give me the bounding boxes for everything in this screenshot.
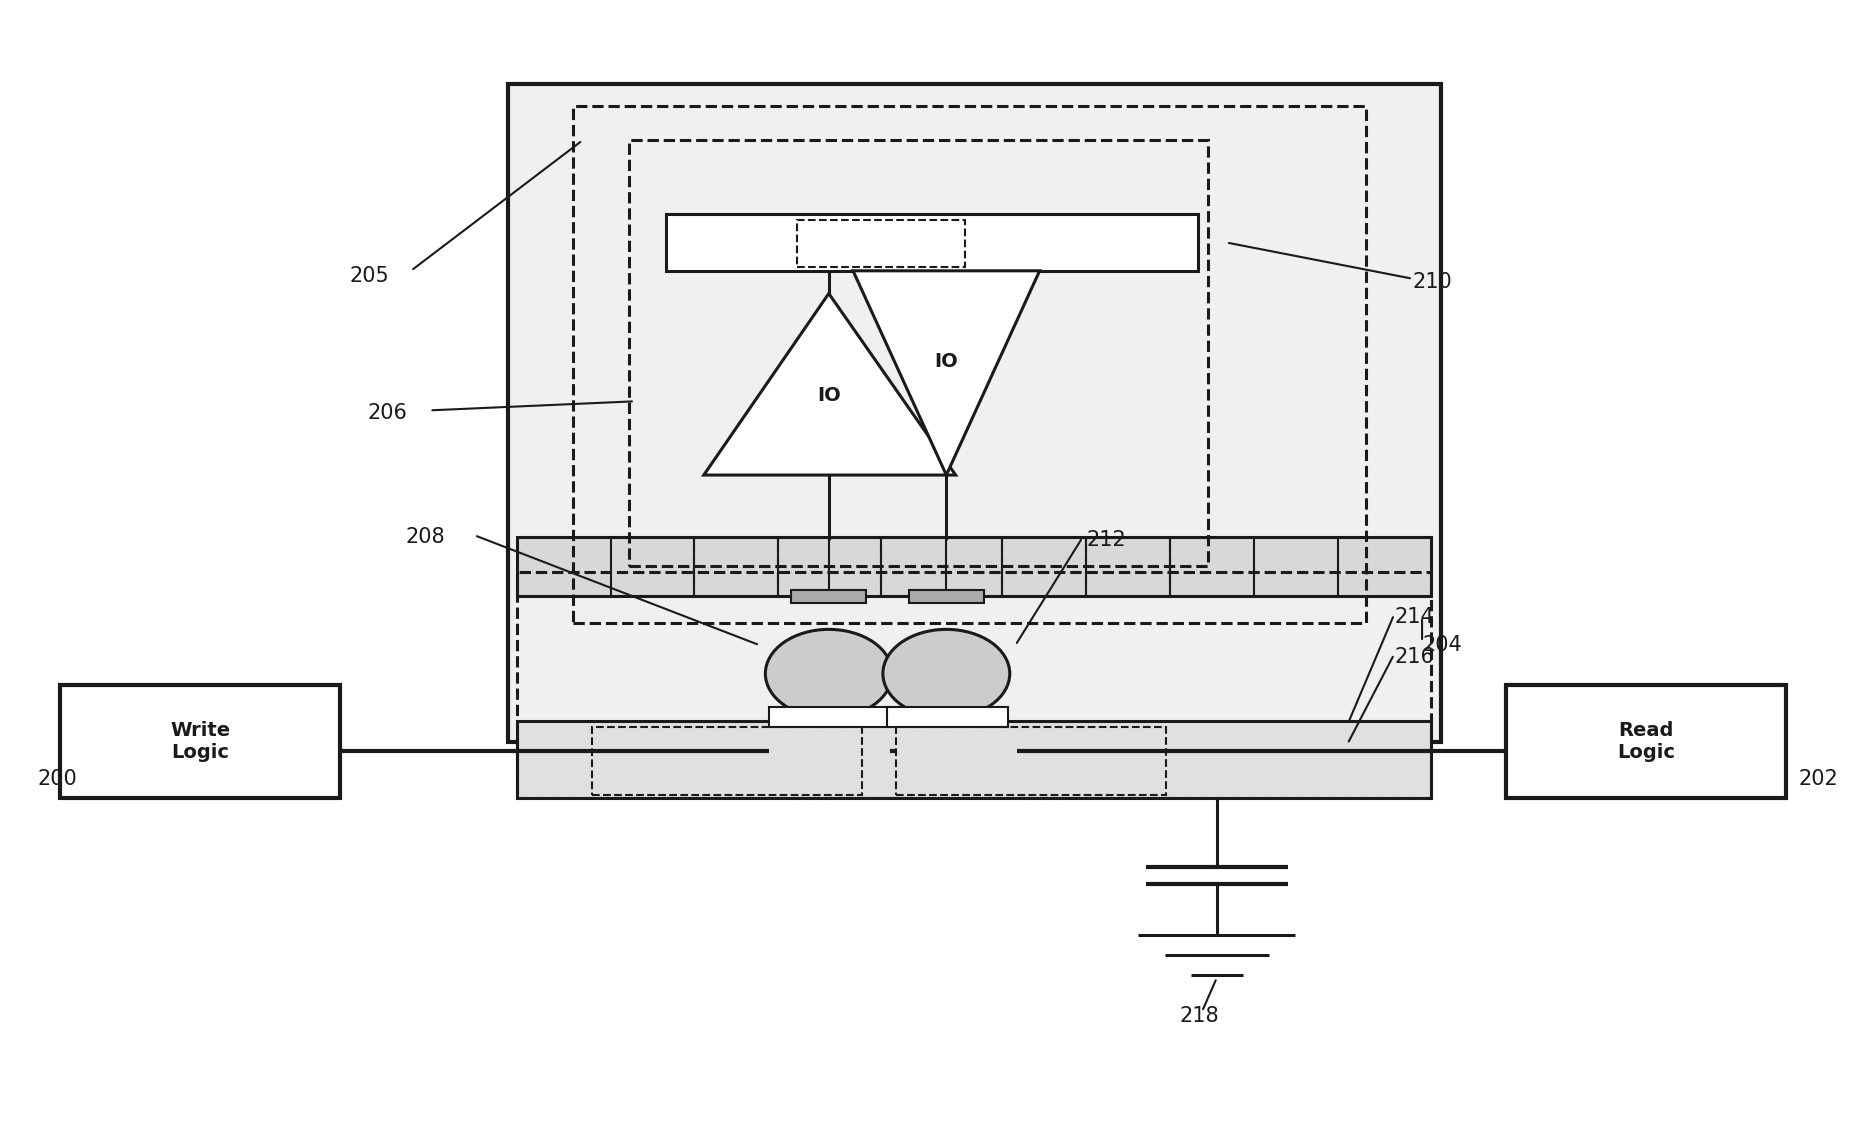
Bar (768, 706, 890, 727)
Bar (629, 141, 1206, 566)
Text: 212: 212 (1086, 529, 1126, 550)
Bar (1506, 685, 1785, 799)
Text: IO: IO (817, 386, 841, 405)
Bar (517, 537, 1431, 597)
Text: 205: 205 (348, 266, 390, 287)
Text: 208: 208 (405, 527, 444, 547)
Bar (790, 711, 865, 725)
Bar (592, 727, 862, 796)
Text: Read
Logic: Read Logic (1616, 721, 1674, 762)
Bar (517, 572, 1431, 799)
Polygon shape (704, 294, 955, 475)
Polygon shape (852, 271, 1040, 475)
Text: 200: 200 (37, 769, 77, 790)
Text: 202: 202 (1798, 769, 1837, 790)
Text: 214: 214 (1394, 607, 1433, 626)
Bar (508, 83, 1440, 742)
Bar (908, 711, 983, 725)
Bar (60, 685, 339, 799)
Ellipse shape (764, 630, 892, 718)
Text: 216: 216 (1394, 647, 1433, 666)
Bar (796, 219, 965, 267)
Text: 218: 218 (1178, 1006, 1219, 1026)
Text: Write
Logic: Write Logic (170, 721, 230, 762)
Bar (790, 590, 865, 604)
Text: IO: IO (935, 352, 957, 371)
Text: 210: 210 (1412, 272, 1452, 293)
Bar (573, 106, 1365, 623)
Text: 204: 204 (1422, 636, 1461, 655)
Bar (886, 706, 1008, 727)
Bar (908, 590, 983, 604)
Bar (517, 721, 1431, 799)
Bar (895, 727, 1165, 796)
Bar (667, 214, 1197, 271)
Ellipse shape (882, 630, 1010, 718)
Text: 206: 206 (367, 402, 408, 423)
